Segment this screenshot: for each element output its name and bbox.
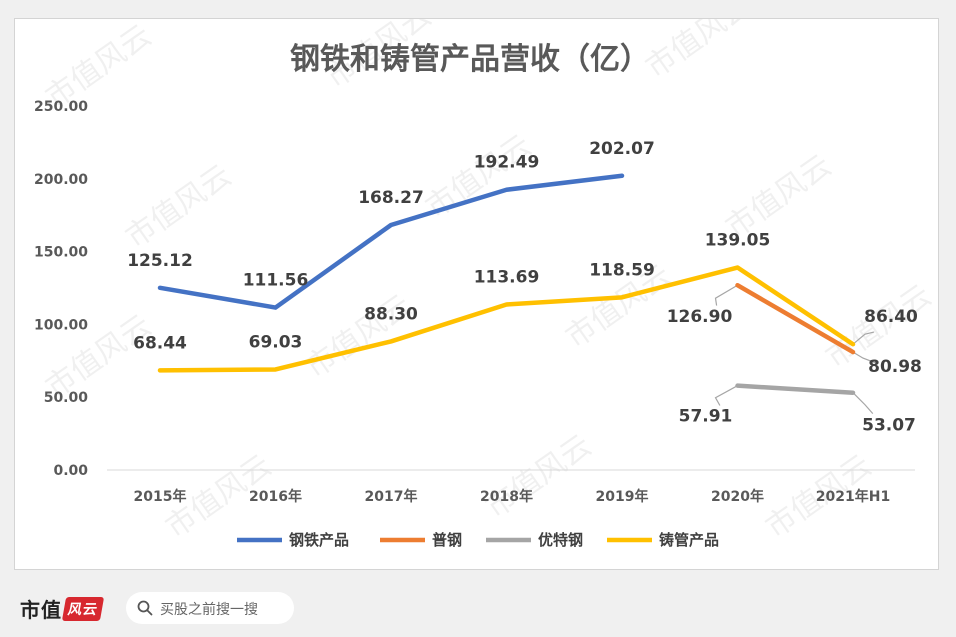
footer-bar: 市值 风云 买股之前搜一搜 [0,582,956,637]
x-tick-label: 2018年 [480,488,533,505]
x-tick-label: 2015年 [134,488,187,505]
data-label: 57.91 [679,407,733,427]
legend-label: 普钢 [432,531,462,549]
search-placeholder: 买股之前搜一搜 [160,602,258,618]
y-tick-label: 150.00 [34,245,88,261]
data-label: 125.12 [127,251,193,271]
data-label: 192.49 [474,153,540,173]
series-line-铸管产品 [157,265,856,373]
x-tick-label: 2020年 [711,488,764,505]
brand-logo-mark: 风云 [61,597,105,621]
label-leader-line [852,351,877,364]
brand-logo: 市值 风云 [20,594,105,623]
data-label: 118.59 [589,260,655,280]
data-label: 139.05 [705,231,771,251]
data-label: 202.07 [589,139,655,159]
x-tick-label: 2016年 [249,488,302,505]
legend-label: 优特钢 [538,531,583,549]
label-leader-line [852,331,875,345]
label-leader-line [714,385,738,406]
watermark-text: 市值风云 [480,428,598,525]
data-label: 80.98 [868,357,922,377]
label-leader-line [852,392,874,415]
data-label: 53.07 [862,416,916,436]
watermark-text: 市值风云 [640,19,758,86]
label-leader-line [714,284,738,306]
data-label: 69.03 [249,332,303,352]
y-tick-label: 100.00 [34,317,88,333]
y-tick-label: 250.00 [34,99,88,115]
data-label: 126.90 [667,307,733,327]
search-icon [137,600,153,616]
chart-title: 钢铁和铸管产品营收（亿） [290,42,650,77]
x-tick-label: 2017年 [365,488,418,505]
legend-label: 铸管产品 [659,531,719,549]
legend-label: 钢铁产品 [289,531,349,549]
x-tick-label: 2019年 [596,488,649,505]
data-label: 68.44 [133,333,187,353]
search-input[interactable]: 买股之前搜一搜 [126,592,294,624]
data-label: 113.69 [474,267,540,287]
data-label: 168.27 [358,188,424,208]
x-tick-label: 2021年H1 [816,488,890,505]
brand-text: 市值 [20,598,62,622]
y-tick-label: 200.00 [34,172,88,188]
watermark-text: 市值风云 [120,158,238,255]
chart-card: 市值风云 市值风云 市值风云 市值风云 市值风云 市值风云 市值风云 市值风云 市值风云 市值风云… [14,18,939,570]
series-line-普钢 [735,282,856,355]
data-label: 86.40 [864,307,918,327]
series-line-优特钢 [735,383,856,395]
series-line-钢铁产品 [157,173,625,310]
y-tick-label: 0.00 [53,463,88,479]
y-tick-label: 50.00 [44,390,89,406]
data-label: 111.56 [243,271,309,291]
data-label: 88.30 [364,304,418,324]
